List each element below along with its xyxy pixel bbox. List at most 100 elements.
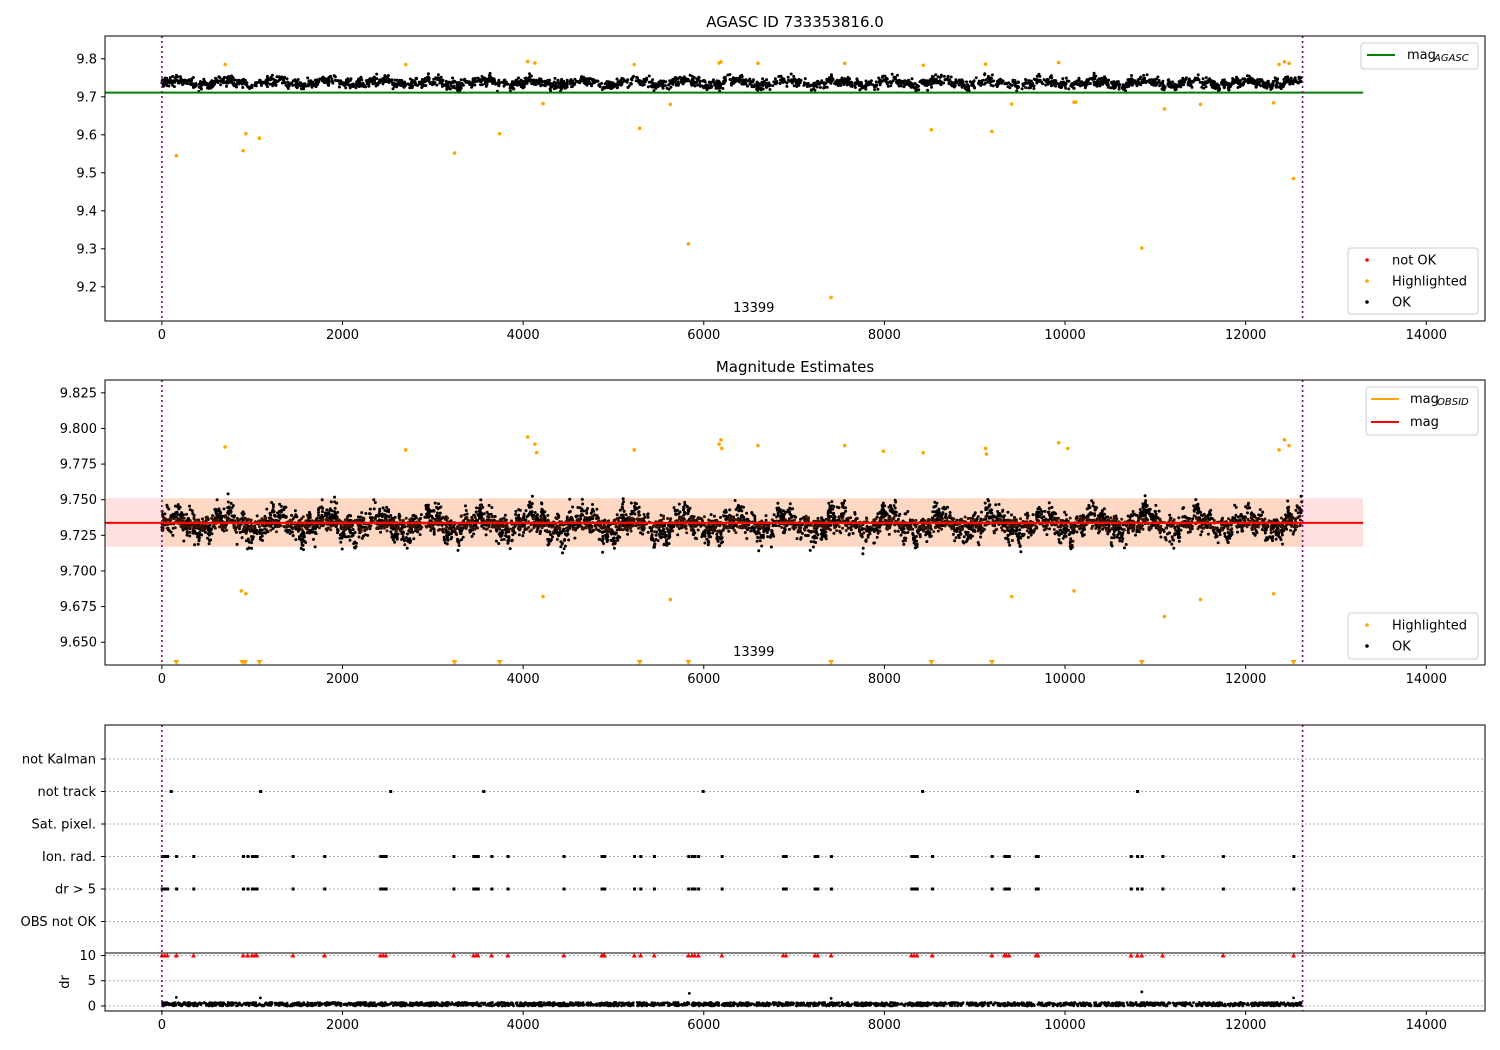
panel2-ok-point <box>1063 510 1067 514</box>
panel1-ok-point <box>626 86 630 89</box>
panel1-ytick-label: 9.4 <box>76 204 97 219</box>
panel1-ok-point <box>903 79 907 83</box>
panel1-ok-point <box>269 78 273 82</box>
panel1-ok-point <box>668 79 672 83</box>
panel1-ok-point <box>923 79 927 83</box>
panel1-highlighted-point <box>756 61 760 66</box>
panel1-ok-point <box>818 86 822 89</box>
panel1-ok-point <box>1163 86 1167 90</box>
panel2-ok-point <box>672 506 676 510</box>
panel1-ok-point <box>1177 80 1181 84</box>
panel1-ok-point <box>609 84 613 88</box>
panel2-ok-point <box>1295 504 1299 508</box>
panel1-ok-point <box>746 79 750 83</box>
panel1-ok-point <box>271 84 275 88</box>
panel1-title: AGASC ID 733353816.0 <box>706 13 884 31</box>
panel1-ok-point <box>219 80 223 83</box>
panel2-ok-point <box>788 502 792 506</box>
panel1-ok-point <box>1271 82 1274 86</box>
panel1-xtick-label: 10000 <box>1044 328 1085 343</box>
panel1-ok-point <box>889 84 893 88</box>
panel2-ok-point <box>250 546 254 550</box>
panel1-ok-point <box>1135 84 1139 88</box>
panel1-ok-point <box>656 82 660 86</box>
panel2-ok-point <box>924 533 928 537</box>
panel1-ok-point <box>523 80 526 84</box>
panel2-ok-point <box>1061 536 1065 540</box>
panel1-ok-point <box>991 84 995 88</box>
panel2-ok-point <box>893 513 897 517</box>
panel2-ok-point <box>551 535 554 539</box>
panel1-ok-point <box>1161 83 1165 87</box>
panel1-ok-point <box>1131 79 1135 83</box>
panel2-ok-point <box>535 515 539 519</box>
panel1-ok-point <box>451 76 455 80</box>
panel2-ok-point <box>339 540 343 544</box>
panel1-ok-point <box>1092 83 1096 87</box>
panel1-ok-point <box>1225 82 1229 86</box>
panel2-ok-point <box>226 492 230 496</box>
panel2-ok-point <box>269 513 273 517</box>
panel1-ok-point <box>822 81 826 85</box>
panel1-xtick-label: 8000 <box>868 328 901 343</box>
panel2-ok-point <box>872 530 876 533</box>
panel2-ok-point <box>561 551 564 555</box>
panel2-ok-point <box>804 533 807 537</box>
panel2-ok-point <box>659 530 662 534</box>
panel1-ok-point <box>636 76 639 80</box>
panel2-ok-point <box>474 510 478 514</box>
panel2-ok-point <box>622 516 626 520</box>
panel2-ok-point <box>315 516 319 520</box>
panel1-ok-point <box>333 78 337 82</box>
panel1-ok-point <box>380 79 384 83</box>
panel1-ok-point <box>570 85 573 89</box>
panel1-ok-point <box>789 72 793 76</box>
panel1-ok-point <box>1286 76 1290 80</box>
panel1-ok-point <box>559 87 563 91</box>
panel1-ok-point <box>488 71 492 75</box>
panel1-ok-point <box>213 80 217 84</box>
panel1-ok-point <box>697 76 701 80</box>
panel1-ok-point <box>1196 73 1200 77</box>
panel1-ok-point <box>1274 84 1278 88</box>
panel1-ok-point <box>664 80 668 84</box>
panel2-ok-point <box>168 529 172 533</box>
panel1-ok-point <box>354 86 358 90</box>
panel2-ok-point <box>340 547 344 551</box>
panel2-ok-point <box>595 507 599 511</box>
panel1-ok-point <box>1247 74 1251 78</box>
panel1-ok-point <box>321 75 325 79</box>
panel2-ok-point <box>366 533 370 537</box>
panel1-highlighted-point <box>1056 60 1061 65</box>
panel1-ok-point <box>793 77 797 81</box>
panel1-ok-point <box>306 84 310 88</box>
panel1-ok-point <box>1256 78 1259 82</box>
panel1-ok-point <box>942 81 946 85</box>
panel2-ok-point <box>733 499 737 502</box>
panel1-xtick-label: 6000 <box>687 328 720 343</box>
panel1-ok-point <box>1037 72 1041 76</box>
panel1-ok-point <box>960 85 964 89</box>
panel2-ok-point <box>1261 510 1265 514</box>
panel1-ok-point <box>1203 81 1207 85</box>
panel1-ok-point <box>233 83 237 86</box>
panel1-ok-point <box>1280 83 1284 87</box>
panel1-ok-point <box>1263 82 1267 86</box>
panel1-ok-point <box>843 79 847 83</box>
panel2-ok-point <box>280 508 284 512</box>
panel1-ok-point <box>1083 86 1087 90</box>
panel1-ok-point <box>316 82 320 86</box>
panel1-ok-point <box>1196 77 1200 81</box>
panel2-ok-point <box>743 531 747 534</box>
panel1-ok-point <box>527 78 531 81</box>
panel2-ok-point <box>240 511 244 515</box>
panel2-ok-point <box>844 509 848 513</box>
panel2-ok-point <box>457 544 461 547</box>
panel2-ok-point <box>838 529 842 533</box>
panel1-ok-point <box>553 76 557 80</box>
panel2-ok-point <box>1201 514 1204 518</box>
panel1-ok-point <box>890 72 894 76</box>
panel1-highlighted-point <box>668 102 673 107</box>
panel1-highlighted-point <box>525 59 530 64</box>
panel2-ok-point <box>819 537 823 541</box>
